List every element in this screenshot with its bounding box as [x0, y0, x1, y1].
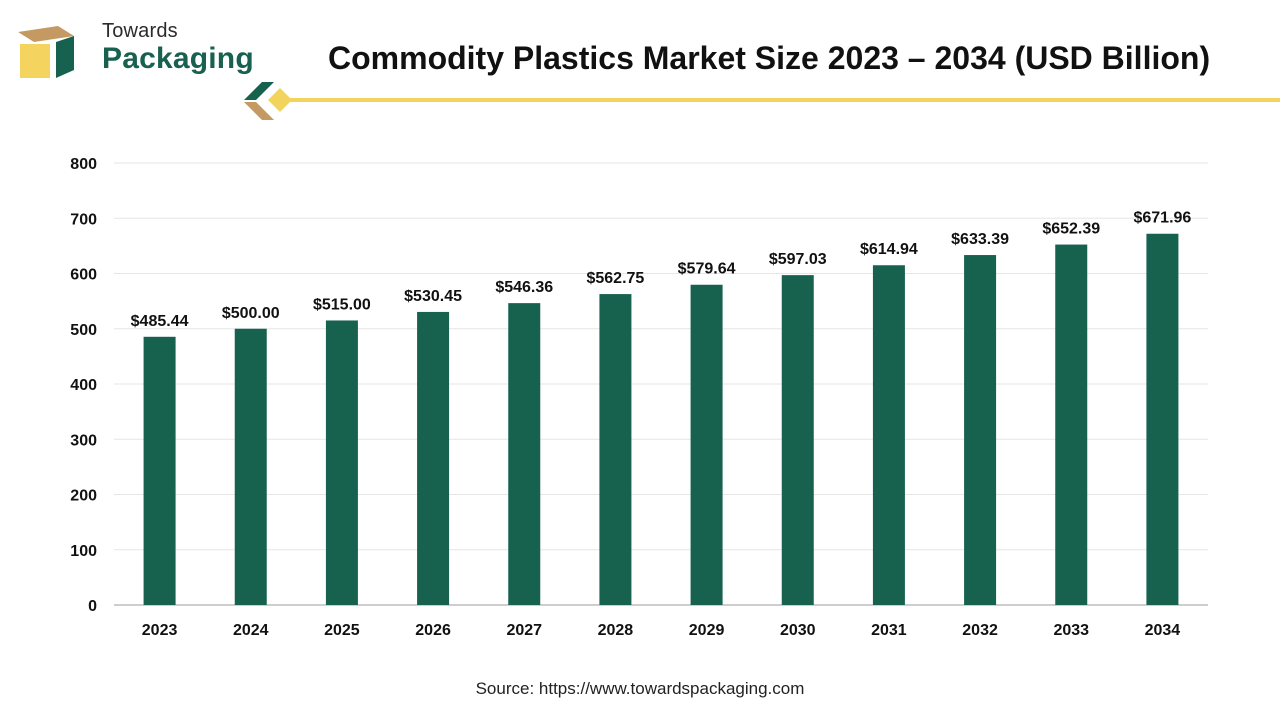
data-label: $597.03	[769, 251, 827, 268]
bar	[417, 311, 450, 605]
y-tick-label: 0	[88, 598, 97, 615]
divider-line	[288, 98, 1280, 102]
bar	[143, 336, 176, 605]
x-tick-label: 2025	[324, 622, 360, 639]
x-tick-label: 2027	[506, 622, 542, 639]
y-tick-label: 400	[70, 377, 97, 394]
data-label: $652.39	[1042, 221, 1100, 238]
logo-text-towards: Towards	[102, 20, 178, 42]
source-note: Source: https://www.towardspackaging.com	[475, 679, 805, 698]
towards-packaging-logo: Towards Packaging	[18, 20, 254, 82]
x-tick-label: 2034	[1145, 622, 1181, 639]
logo-box-icon	[18, 26, 74, 78]
chart-title: Commodity Plastics Market Size 2023 – 20…	[328, 40, 1211, 76]
divider-teal-chevron	[244, 82, 274, 100]
data-label: $485.44	[131, 313, 189, 330]
y-tick-label: 700	[70, 211, 97, 228]
x-tick-label: 2024	[233, 622, 269, 639]
data-label: $500.00	[222, 305, 280, 322]
x-tick-label: 2033	[1053, 622, 1089, 639]
y-tick-label: 300	[70, 432, 97, 449]
bar	[325, 320, 358, 605]
x-tick-label: 2030	[780, 622, 816, 639]
y-tick-label: 100	[70, 543, 97, 560]
x-tick-label: 2031	[871, 622, 907, 639]
data-label: $530.45	[404, 288, 462, 305]
bar	[872, 265, 905, 605]
data-label: $515.00	[313, 296, 371, 313]
x-tick-label: 2023	[142, 622, 178, 639]
bar	[1146, 233, 1179, 605]
divider-tan-chevron	[244, 102, 274, 120]
data-label: $614.94	[860, 241, 918, 258]
logo-text-packaging: Packaging	[102, 42, 254, 75]
bar	[508, 303, 541, 605]
bar	[599, 294, 632, 605]
y-tick-label: 200	[70, 488, 97, 505]
data-label: $579.64	[678, 261, 736, 278]
x-tick-label: 2029	[689, 622, 725, 639]
title-divider	[244, 82, 1280, 120]
data-label: $671.96	[1133, 210, 1191, 227]
bar	[781, 275, 814, 605]
y-tick-label: 800	[70, 156, 97, 173]
bar	[234, 328, 267, 605]
bar	[964, 255, 997, 605]
bar	[1055, 244, 1088, 606]
x-tick-label: 2026	[415, 622, 451, 639]
y-tick-label: 500	[70, 322, 97, 339]
x-tick-label: 2028	[598, 622, 634, 639]
y-tick-label: 600	[70, 267, 97, 284]
data-label: $633.39	[951, 231, 1009, 248]
divider-diamond	[268, 88, 292, 112]
x-tick-label: 2032	[962, 622, 998, 639]
data-label: $546.36	[495, 279, 553, 296]
bar	[690, 284, 723, 605]
data-label: $562.75	[586, 270, 644, 287]
